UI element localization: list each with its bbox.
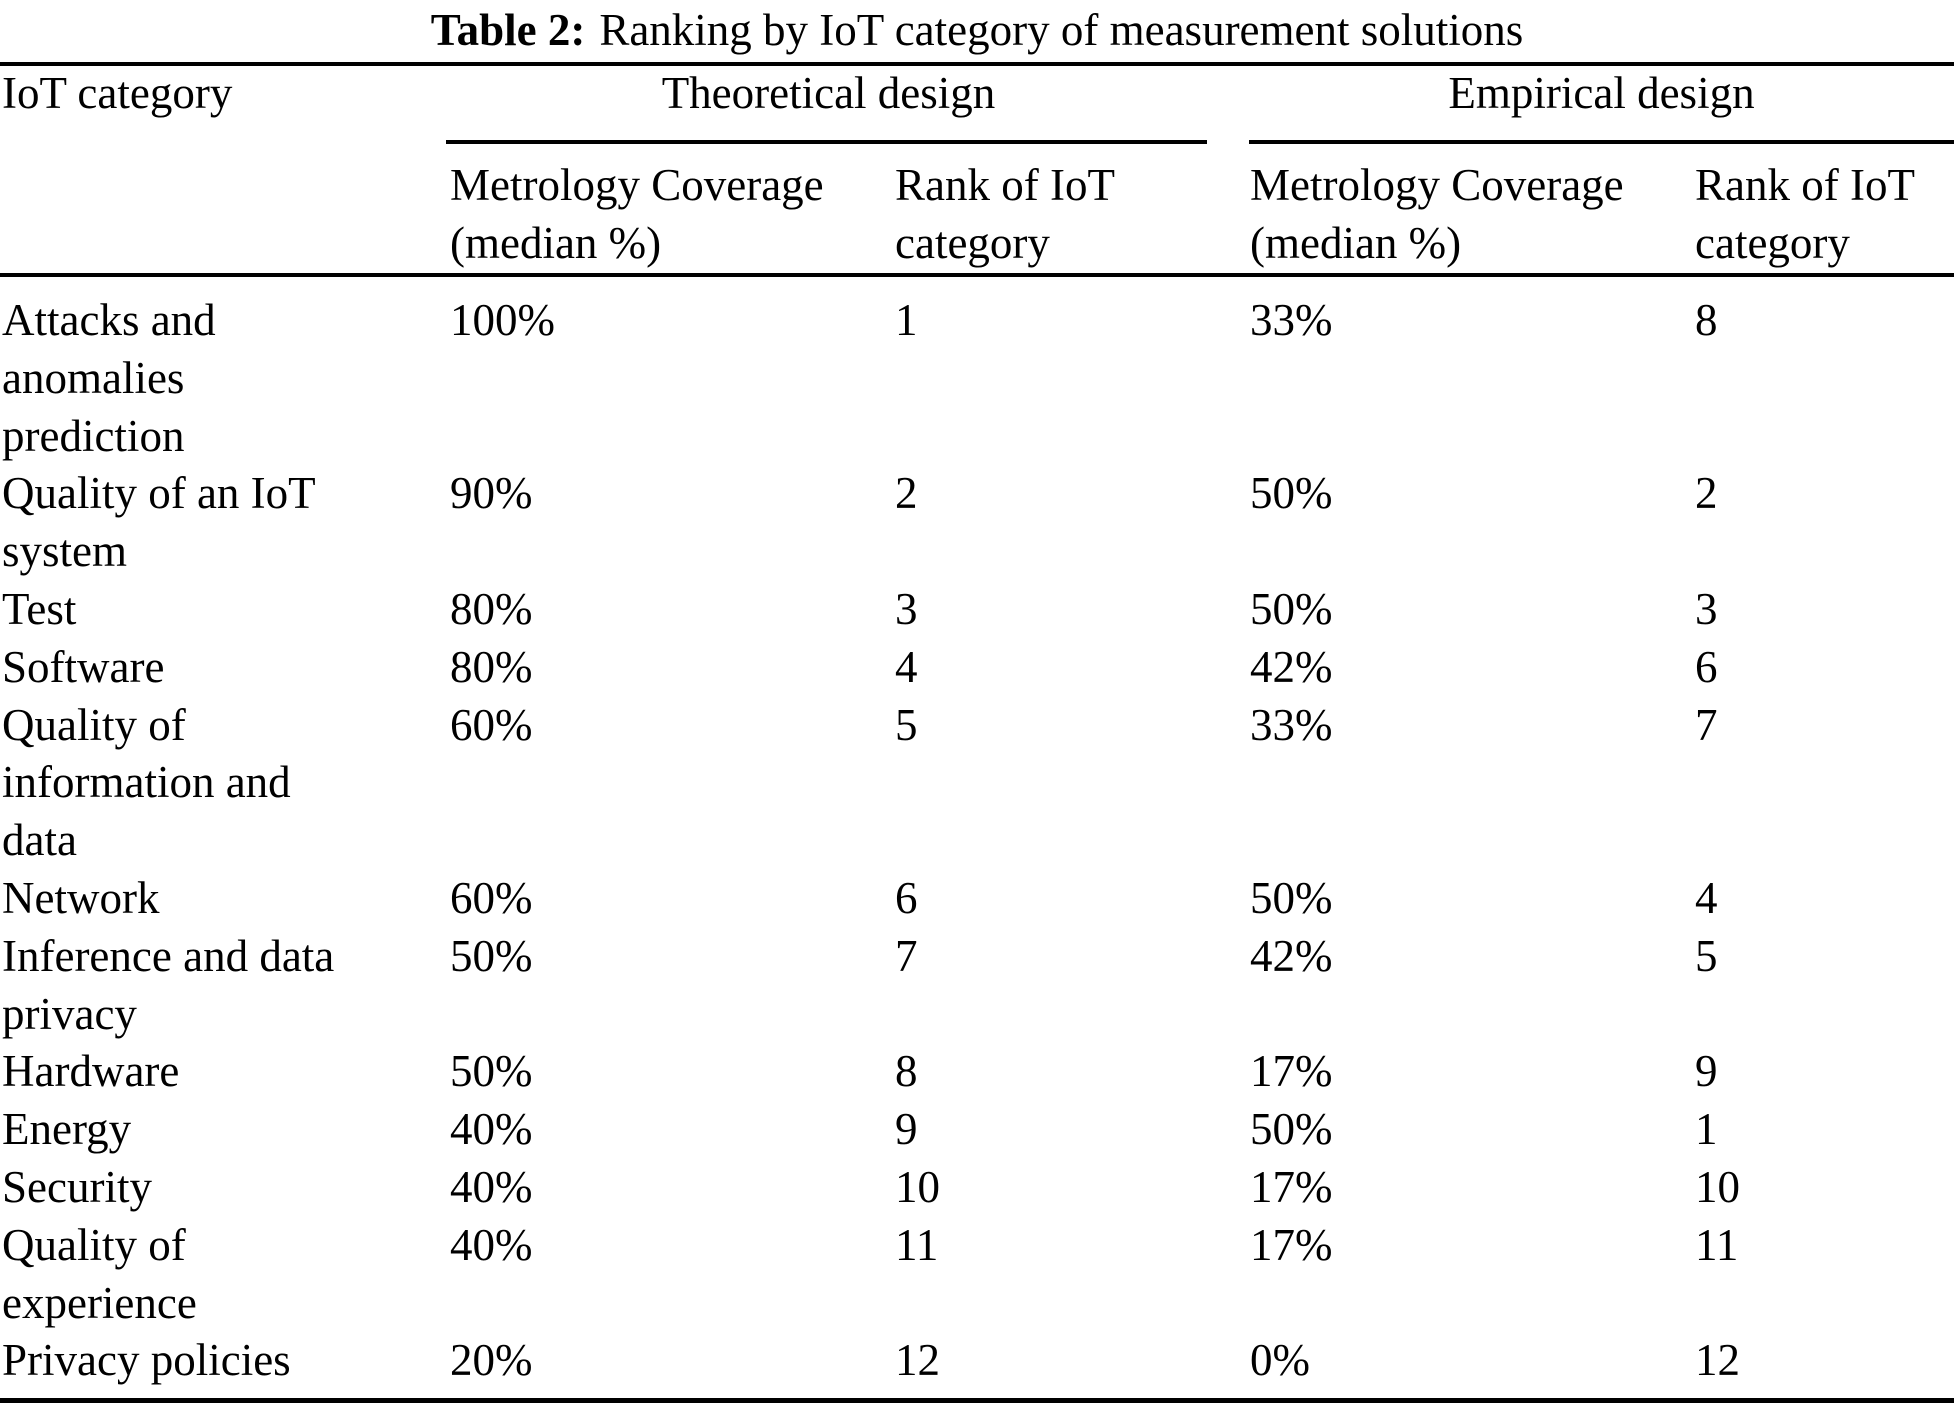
category-cell: Quality of information and data [2,699,291,866]
empirical-coverage-cell: 50% [1250,1104,1333,1155]
theoretical-rank-cell: 10 [895,1161,940,1212]
category-cell: Privacy policies [2,1335,291,1386]
empirical-coverage-cell: 0% [1250,1335,1310,1386]
empirical-coverage-cell: 50% [1250,872,1333,923]
empirical-rank-cell: 1 [1695,1104,1718,1155]
theoretical-rank-cell: 11 [895,1219,939,1270]
empirical-rank-cell: 5 [1695,930,1718,981]
bottom-rule [0,1398,1954,1403]
empirical-coverage-cell: 50% [1250,583,1333,634]
column-group-empirical: Empirical design [1448,68,1755,118]
theoretical-coverage-cell: 20% [450,1335,533,1386]
empirical-rank-cell: 10 [1695,1161,1740,1212]
category-cell: Hardware [2,1046,180,1097]
empirical-coverage-cell: 17% [1250,1219,1333,1270]
theoretical-group-underline [446,140,1207,144]
category-cell: Security [2,1161,152,1212]
column-header-empirical-rank: Rank of IoT category [1695,160,1915,268]
top-rule [0,62,1954,66]
theoretical-rank-cell: 12 [895,1335,940,1386]
theoretical-rank-cell: 4 [895,641,918,692]
theoretical-rank-cell: 8 [895,1046,918,1097]
category-cell: Quality of experience [2,1219,197,1328]
theoretical-coverage-cell: 40% [450,1219,533,1270]
empirical-coverage-cell: 50% [1250,468,1333,519]
empirical-coverage-cell: 33% [1250,699,1333,750]
theoretical-rank-cell: 9 [895,1104,918,1155]
category-cell: Attacks and anomalies prediction [2,295,216,461]
theoretical-rank-cell: 7 [895,930,918,981]
empirical-rank-cell: 3 [1695,583,1718,634]
category-cell: Quality of an IoT system [2,468,316,577]
theoretical-coverage-cell: 90% [450,468,533,519]
theoretical-rank-cell: 6 [895,872,918,923]
table-caption: Table 2: Ranking by IoT category of measu… [0,1,1954,59]
empirical-rank-cell: 12 [1695,1335,1740,1386]
empirical-rank-cell: 4 [1695,872,1718,923]
theoretical-rank-cell: 1 [895,295,918,345]
empirical-coverage-cell: 17% [1250,1046,1333,1097]
empirical-rank-cell: 8 [1695,295,1718,345]
theoretical-coverage-cell: 60% [450,872,533,923]
column-header-theoretical-coverage: Metrology Coverage (median %) [450,160,824,268]
category-cell: Software [2,641,165,692]
theoretical-coverage-cell: 80% [450,583,533,634]
empirical-rank-cell: 7 [1695,699,1718,750]
empirical-rank-cell: 2 [1695,468,1718,519]
table-caption-text: Ranking by IoT category of measurement s… [599,5,1524,55]
theoretical-coverage-cell: 50% [450,1046,533,1097]
empirical-coverage-cell: 17% [1250,1161,1333,1212]
category-cell: Energy [2,1104,132,1155]
theoretical-rank-cell: 5 [895,699,918,750]
empirical-coverage-cell: 42% [1250,641,1333,692]
column-header-iot-category: IoT category [2,68,233,118]
theoretical-coverage-cell: 100% [450,295,555,345]
table-caption-label: Table 2: [430,5,586,55]
empirical-coverage-cell: 33% [1250,295,1333,345]
table-body: Attacks and anomalies prediction 100% 1 … [2,292,1954,1390]
category-cell: Inference and data privacy [2,930,335,1039]
empirical-coverage-cell: 42% [1250,930,1333,981]
column-group-theoretical: Theoretical design [661,68,996,118]
header-body-rule [0,273,1954,277]
empirical-rank-cell: 6 [1695,641,1718,692]
theoretical-coverage-cell: 60% [450,699,533,750]
category-cell: Network [2,872,160,923]
category-cell: Test [2,583,77,634]
empirical-rank-cell: 9 [1695,1046,1718,1097]
theoretical-rank-cell: 2 [895,468,918,519]
theoretical-rank-cell: 3 [895,583,918,634]
theoretical-coverage-cell: 50% [450,930,533,981]
theoretical-coverage-cell: 80% [450,641,533,692]
empirical-rank-cell: 11 [1695,1219,1739,1270]
column-header-theoretical-rank: Rank of IoT category [895,160,1115,268]
empirical-group-underline [1249,140,1954,144]
theoretical-coverage-cell: 40% [450,1104,533,1155]
column-header-empirical-coverage: Metrology Coverage (median %) [1250,160,1624,268]
theoretical-coverage-cell: 40% [450,1161,533,1212]
